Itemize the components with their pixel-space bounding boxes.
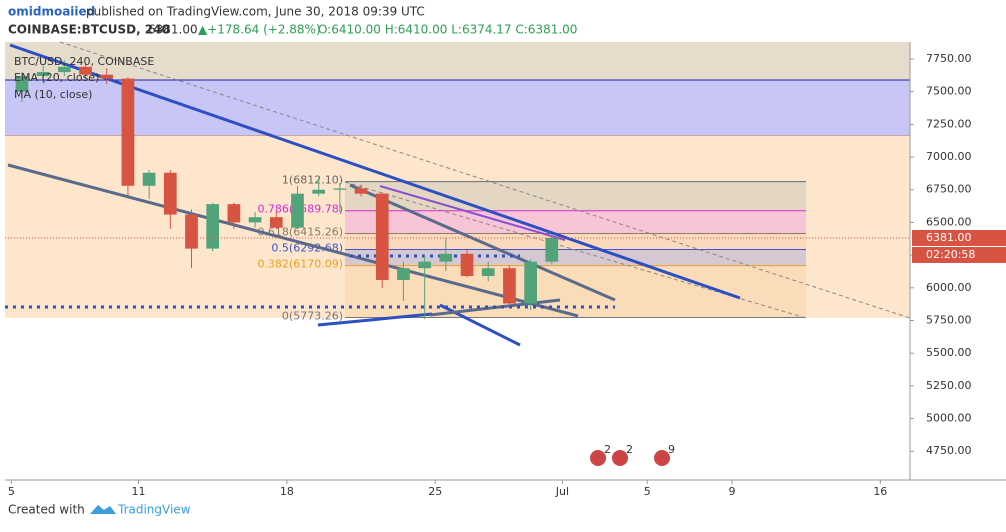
candle-body — [481, 268, 495, 277]
trend-line — [59, 41, 911, 319]
candle-body — [312, 189, 326, 194]
candle-body — [269, 217, 283, 228]
candle-body — [185, 214, 198, 249]
y-tick-label: 4750.00 — [926, 444, 972, 457]
y-tick-label: 5250.00 — [926, 379, 972, 392]
candle-body — [291, 193, 304, 228]
x-tick-label: 5 — [8, 485, 15, 498]
candle-body — [15, 75, 29, 92]
published: published on TradingView.com, June 30, 2… — [86, 5, 425, 19]
candle-body — [163, 172, 177, 215]
fib-label: 0.382(6170.09) — [257, 258, 343, 271]
candle-body — [121, 78, 135, 186]
price-tag-text: 6381.00 — [926, 231, 972, 244]
y-tick-label: 6750.00 — [926, 183, 972, 196]
countdown-tag — [912, 246, 1006, 263]
axis-labels: 4750.00 5000.00 5250.00 5500.00 5750.00 6000.… — [5, 52, 1006, 498]
fib-label: 1(6812.10) — [282, 174, 343, 187]
candle-body — [57, 66, 71, 73]
footer-text: Created with — [8, 503, 85, 517]
x-tick-label: 18 — [280, 485, 294, 498]
chart-title: BTC/USD, 240, COINBASE — [14, 55, 154, 68]
fib-label: 0.5(6292.68) — [271, 242, 343, 255]
trend-line — [349, 183, 616, 302]
zone — [5, 80, 910, 136]
y-tick-label: 5500.00 — [926, 346, 972, 359]
event-count: 2 — [626, 443, 633, 456]
zone — [345, 136, 806, 181]
candles — [15, 60, 559, 320]
event-count: 2 — [604, 443, 611, 456]
candle-body — [418, 261, 432, 269]
candle-body — [206, 204, 220, 249]
event-icon[interactable] — [590, 450, 606, 466]
zone — [5, 136, 345, 318]
x-tick-label: 11 — [132, 485, 146, 498]
candle-body — [333, 188, 347, 190]
candle-body — [248, 217, 262, 223]
y-tick-label: 7000.00 — [926, 150, 972, 163]
event-count: 9 — [668, 443, 675, 456]
price-tag — [912, 229, 1006, 246]
zone — [806, 136, 910, 318]
trend-line — [317, 312, 433, 327]
candle-body — [503, 268, 516, 304]
trend-line — [7, 163, 579, 318]
y-tick-label: 6000.00 — [926, 281, 972, 294]
x-tick-label: 5 — [644, 485, 651, 498]
author: omidmoaiied — [8, 5, 95, 19]
x-tick-label: Jul — [555, 485, 569, 498]
countdown-text: 02:20:58 — [926, 248, 975, 261]
last: 6381.00 — [148, 23, 198, 37]
candle-body — [545, 237, 559, 262]
footer-brand[interactable]: TradingView — [117, 503, 191, 517]
y-tick-label: 7250.00 — [926, 117, 972, 130]
ohlc: O:6410.00 H:6410.00 L:6374.17 C:6381.00 — [318, 23, 577, 37]
y-tick-label: 5750.00 — [926, 313, 972, 326]
event-icon[interactable] — [612, 450, 628, 466]
candle-body — [460, 253, 474, 277]
event-icon[interactable] — [654, 450, 670, 466]
candle-body — [375, 193, 389, 280]
y-tick-label: 6500.00 — [926, 215, 972, 228]
x-tick-label: 9 — [728, 485, 735, 498]
candle-body — [79, 66, 92, 75]
candle-body — [36, 72, 50, 76]
trend-line — [379, 185, 566, 241]
candle-body — [100, 74, 114, 79]
y-tick-label: 5000.00 — [926, 412, 972, 425]
logo — [90, 505, 116, 514]
y-tick-label: 7750.00 — [926, 52, 972, 65]
fib-band — [345, 249, 806, 266]
candle-body — [397, 268, 410, 280]
candle-body — [227, 204, 241, 223]
y-tick-label: 7500.00 — [926, 85, 972, 98]
symbol: COINBASE:BTCUSD, 240 — [8, 23, 170, 37]
zone — [5, 42, 910, 80]
change: ▲+178.64 (+2.88%) — [198, 23, 321, 37]
indicator: EMA (20, close) — [14, 71, 99, 84]
candle-body — [524, 261, 537, 304]
indicator: MA (10, close) — [14, 88, 92, 101]
candle-body — [142, 172, 156, 186]
x-tick-label: 16 — [873, 485, 887, 498]
x-tick-label: 25 — [428, 485, 442, 498]
candle-body — [354, 188, 368, 194]
candle-body — [439, 253, 453, 262]
fib-label: 0(5773.26) — [282, 309, 343, 322]
